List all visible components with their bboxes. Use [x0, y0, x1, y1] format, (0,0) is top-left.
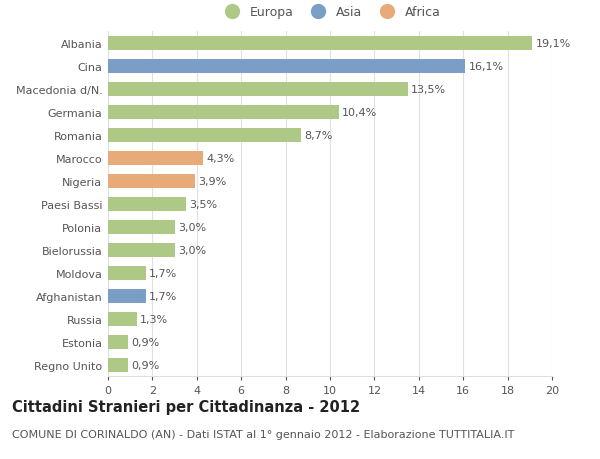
Bar: [108, 106, 339, 119]
Bar: [108, 60, 466, 73]
Text: 16,1%: 16,1%: [469, 62, 504, 72]
Bar: [108, 83, 408, 96]
Text: 1,3%: 1,3%: [140, 314, 169, 324]
Bar: [108, 243, 175, 257]
Text: 1,7%: 1,7%: [149, 291, 178, 301]
Text: 3,5%: 3,5%: [189, 199, 217, 209]
Text: 0,9%: 0,9%: [131, 337, 160, 347]
Text: 10,4%: 10,4%: [342, 107, 377, 118]
Bar: [108, 37, 532, 50]
Text: 4,3%: 4,3%: [207, 153, 235, 163]
Bar: [108, 220, 175, 234]
Bar: [108, 129, 301, 142]
Text: 3,0%: 3,0%: [178, 245, 206, 255]
Bar: [108, 151, 203, 165]
Text: 13,5%: 13,5%: [411, 84, 446, 95]
Text: 8,7%: 8,7%: [304, 130, 333, 140]
Text: COMUNE DI CORINALDO (AN) - Dati ISTAT al 1° gennaio 2012 - Elaborazione TUTTITAL: COMUNE DI CORINALDO (AN) - Dati ISTAT al…: [12, 429, 514, 439]
Text: 1,7%: 1,7%: [149, 268, 178, 278]
Bar: [108, 312, 137, 326]
Text: 19,1%: 19,1%: [535, 39, 571, 49]
Text: 0,9%: 0,9%: [131, 360, 160, 370]
Text: 3,0%: 3,0%: [178, 222, 206, 232]
Bar: [108, 197, 186, 211]
Bar: [108, 174, 194, 188]
Legend: Europa, Asia, Africa: Europa, Asia, Africa: [220, 6, 440, 19]
Bar: [108, 266, 146, 280]
Text: Cittadini Stranieri per Cittadinanza - 2012: Cittadini Stranieri per Cittadinanza - 2…: [12, 399, 360, 414]
Text: 3,9%: 3,9%: [198, 176, 226, 186]
Bar: [108, 289, 146, 303]
Bar: [108, 335, 128, 349]
Bar: [108, 358, 128, 372]
